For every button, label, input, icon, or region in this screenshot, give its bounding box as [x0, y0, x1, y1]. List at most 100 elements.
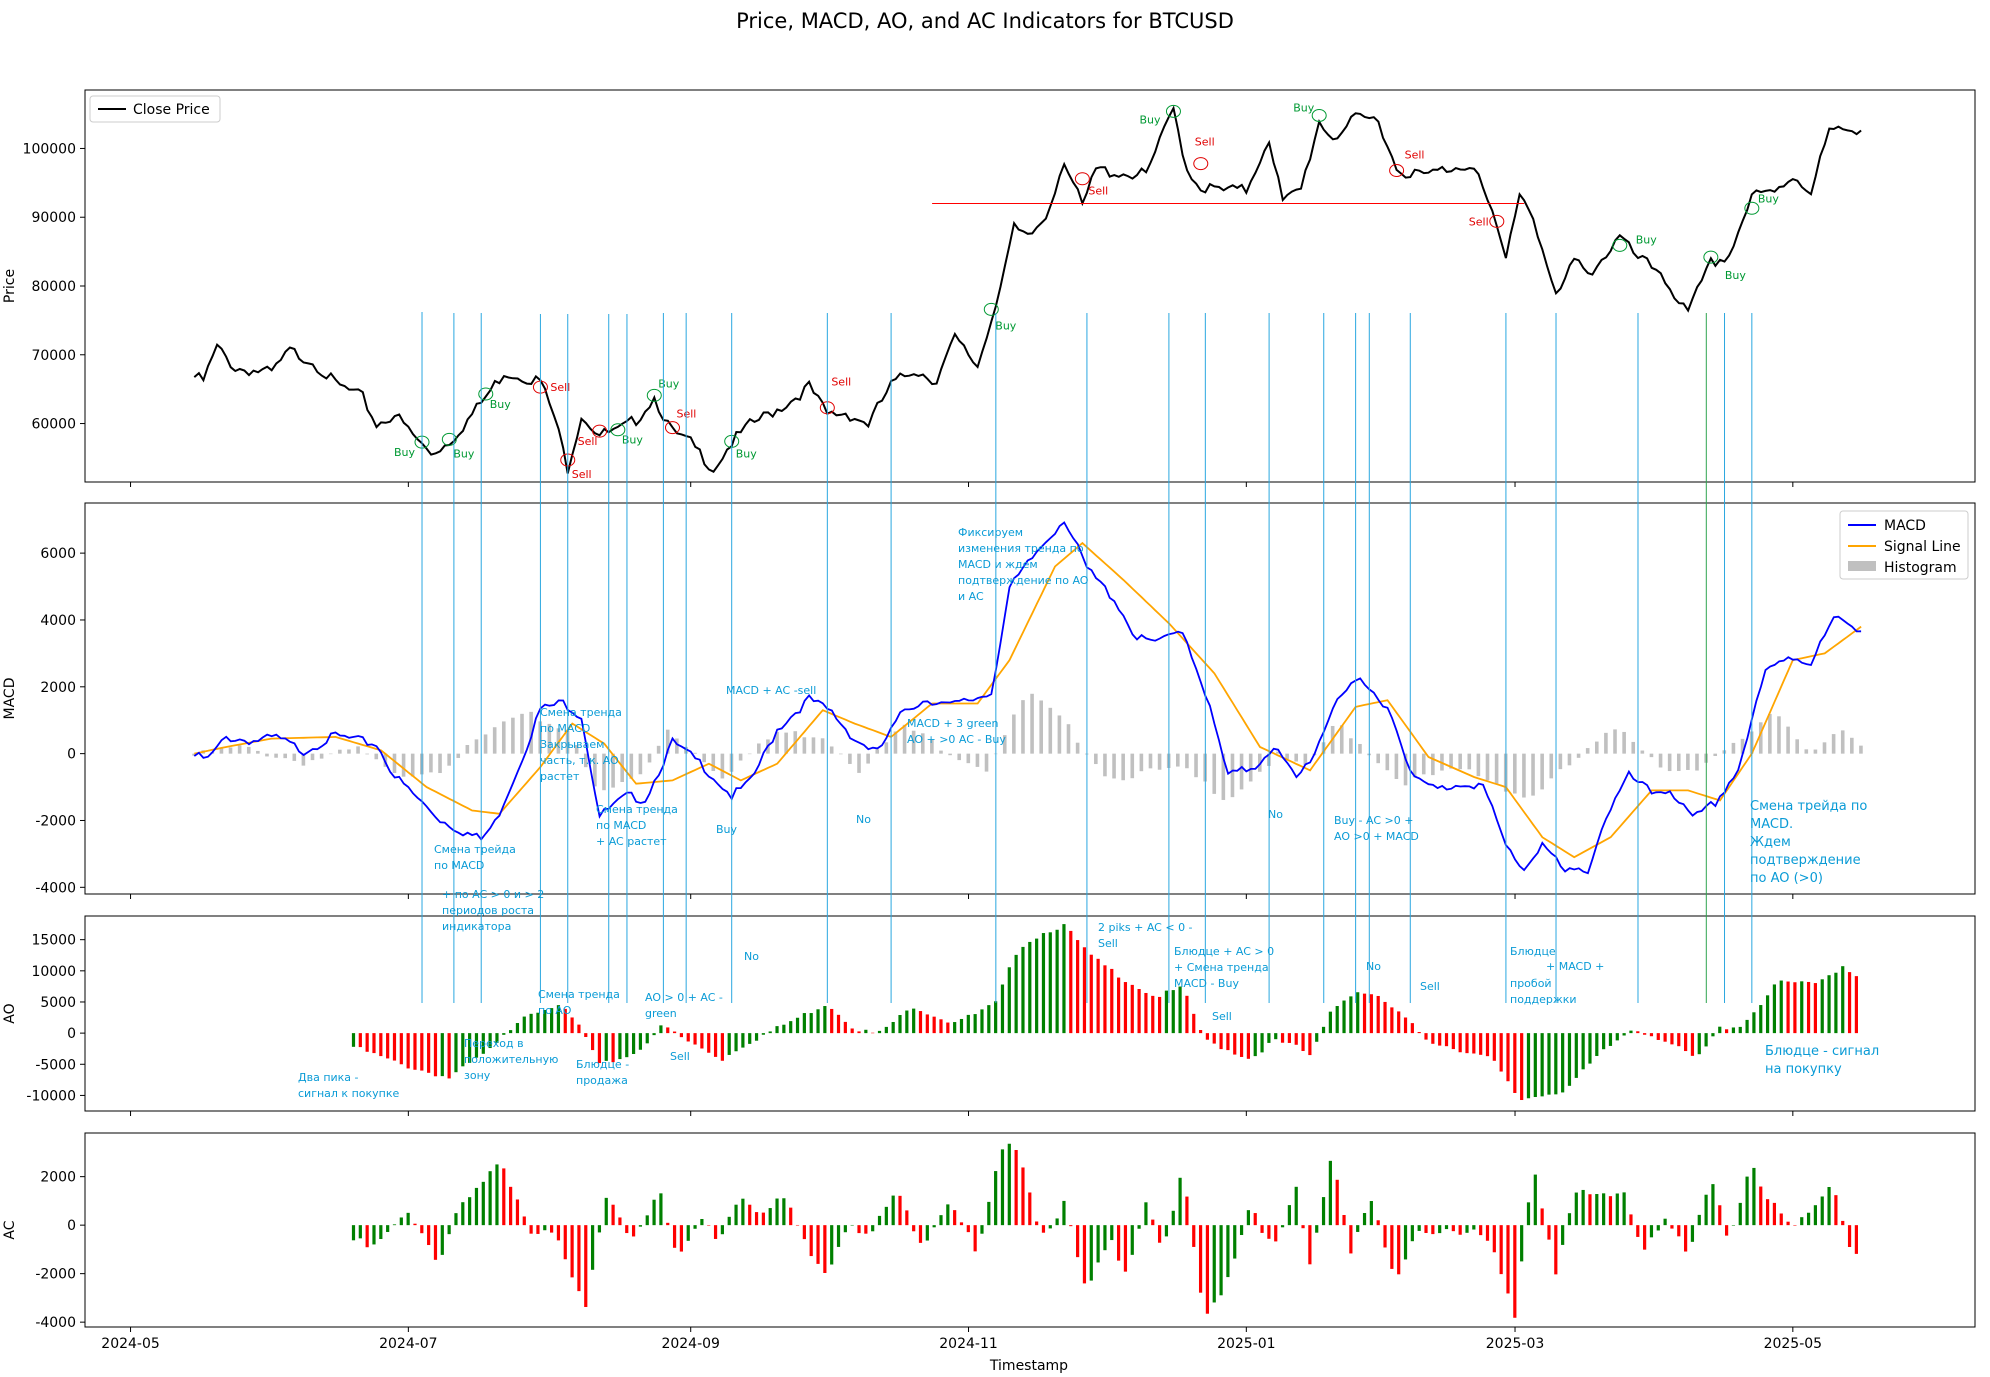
bar	[1458, 1225, 1462, 1235]
bar	[474, 1187, 479, 1226]
bar	[666, 1222, 670, 1226]
x-tick-label: 2024-05	[101, 1336, 160, 1352]
histogram-bar	[1822, 742, 1827, 754]
bar	[379, 1033, 383, 1057]
bar	[461, 1202, 465, 1226]
histogram-bar	[283, 753, 287, 759]
bar	[1315, 1225, 1319, 1233]
annotation-note-line: + Смена тренда	[1174, 961, 1269, 974]
bar	[1540, 1033, 1544, 1097]
histogram-bar	[866, 753, 870, 764]
histogram-bar	[820, 738, 825, 754]
bar	[912, 1225, 916, 1232]
y-tick-label: -2000	[35, 813, 76, 829]
annotation-note: Buy - AC >0 + AO >0 + MACD	[1334, 814, 1419, 843]
histogram-bar	[665, 729, 670, 754]
bar	[727, 1216, 731, 1226]
histogram-bar	[720, 753, 725, 779]
bar	[1376, 995, 1380, 1034]
annotation-note-line: Фиксируем	[958, 526, 1023, 539]
bar	[1526, 1033, 1531, 1099]
bar	[1540, 1208, 1544, 1226]
bar	[1144, 1202, 1148, 1226]
histogram-bar	[529, 711, 533, 754]
bar	[932, 1225, 936, 1228]
bar	[488, 1171, 492, 1226]
bar	[611, 1033, 615, 1063]
x-tick-label: 2025-05	[1764, 1336, 1823, 1352]
histogram-bar	[1057, 715, 1062, 754]
histogram-bar	[675, 738, 679, 754]
bar	[1397, 1225, 1401, 1275]
bar	[679, 1033, 684, 1038]
annotation-note-line: Закрываем	[540, 738, 604, 751]
bar	[1554, 1225, 1558, 1275]
y-tick-label: 6000	[40, 546, 76, 562]
bar	[1595, 1033, 1599, 1056]
bar	[625, 1225, 629, 1234]
histogram-bar	[1066, 724, 1071, 754]
histogram-bar	[1112, 753, 1116, 779]
histogram-bar	[1695, 753, 1699, 771]
bar	[891, 1021, 895, 1034]
bar	[638, 1225, 643, 1227]
bar	[939, 1215, 943, 1226]
bar	[1847, 1225, 1852, 1248]
histogram-bar	[511, 717, 515, 754]
bar	[645, 1215, 649, 1226]
histogram-bar	[1185, 753, 1189, 769]
annotation-note-line: Блюдце -	[576, 1058, 629, 1071]
annotation-note-line: по AO (>0)	[1750, 871, 1823, 886]
annotation-note-line: Смена тренда	[596, 803, 678, 816]
macd-line	[193, 521, 1862, 875]
bar	[1670, 1225, 1674, 1229]
bar	[1479, 1225, 1483, 1236]
bar	[1028, 941, 1032, 1034]
bar	[1718, 1205, 1722, 1226]
bar	[447, 1225, 451, 1235]
bar	[946, 1022, 950, 1034]
bar	[686, 1033, 690, 1042]
bar	[618, 1217, 622, 1226]
bar	[1274, 1033, 1278, 1040]
bar	[1280, 1033, 1285, 1043]
bar	[536, 1012, 540, 1034]
bar	[474, 1033, 479, 1058]
sell-marker	[1193, 157, 1209, 171]
histogram-bar	[1713, 753, 1718, 756]
annotation-note-line: положительную	[464, 1053, 558, 1066]
bar	[1847, 972, 1852, 1034]
signal-line	[194, 541, 1862, 859]
annotation-note: пробой поддержки	[1510, 977, 1577, 1006]
bar	[1547, 1033, 1551, 1095]
bar	[1103, 1225, 1107, 1251]
bar	[877, 1030, 882, 1034]
bar	[440, 1225, 444, 1255]
bar	[1076, 1225, 1080, 1258]
bar	[358, 1225, 362, 1239]
histogram-bar	[219, 748, 224, 754]
histogram-bar	[975, 753, 980, 767]
bar	[1704, 1194, 1708, 1226]
bar	[556, 1225, 561, 1241]
bar	[748, 1033, 752, 1044]
bar	[905, 1210, 909, 1226]
sell-signal-label: Sell	[1405, 148, 1425, 161]
histogram-bar	[1075, 742, 1080, 754]
sell-signal-label: Sell	[831, 376, 851, 389]
bar	[857, 1031, 861, 1034]
histogram-bar	[638, 753, 643, 775]
bar	[816, 1225, 820, 1264]
annotation-vertical-lines	[421, 312, 1753, 1003]
histogram-bar	[1157, 753, 1162, 770]
bar	[1328, 1011, 1332, 1034]
annotation-note-line: MACD и ждем	[958, 558, 1038, 571]
annotation-note: Блюдце + AC > 0 + Смена тренда MACD - Buy	[1174, 945, 1274, 990]
annotation-notes: Смена трейда по MACD Смена тренда по MACD За…	[298, 526, 1879, 1100]
histogram-bar	[1094, 753, 1098, 765]
sell-signal-label: Sell	[1195, 136, 1215, 149]
bar	[1533, 1033, 1537, 1098]
bar	[713, 1225, 718, 1239]
histogram-bar	[1631, 741, 1636, 754]
histogram-bar	[1485, 753, 1490, 781]
